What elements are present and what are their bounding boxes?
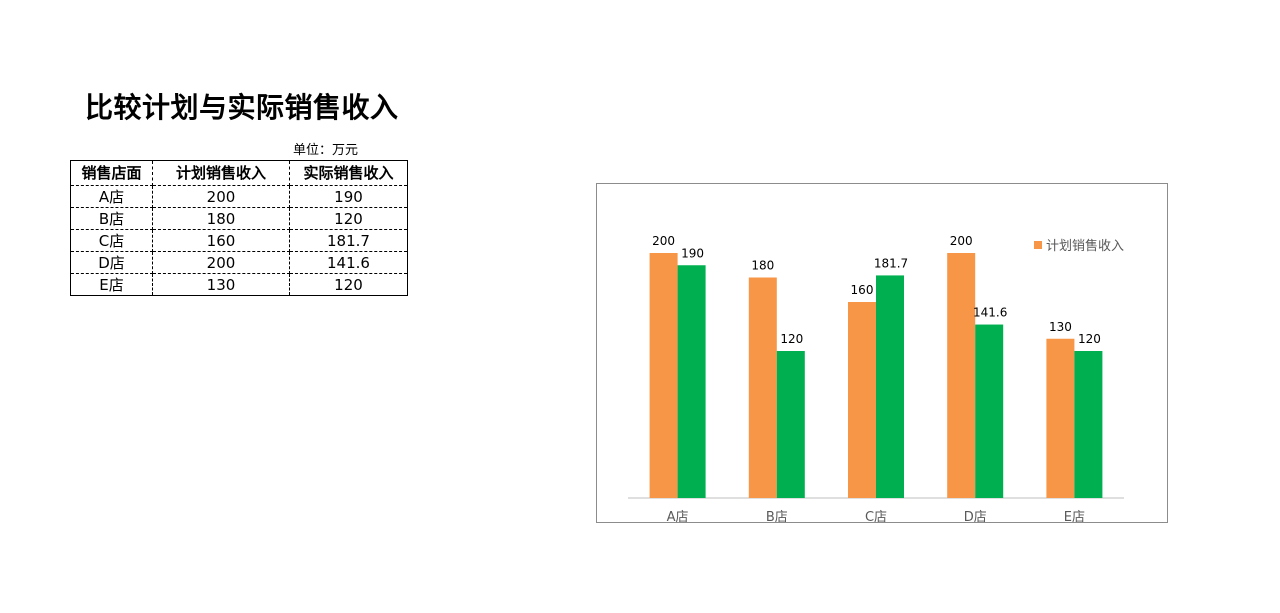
x-tick-label: B店 [766, 510, 788, 524]
table-row: D店 200 141.6 [70, 251, 408, 274]
table-cell-actual: 120 [289, 273, 408, 296]
table-cell-planned: 200 [152, 251, 290, 274]
x-tick-label: A店 [667, 510, 689, 524]
table-cell-actual: 141.6 [289, 251, 408, 274]
table-header-planned: 计划销售收入 [152, 160, 290, 186]
data-label: 200 [652, 234, 675, 248]
table-cell-planned: 160 [152, 229, 290, 252]
legend-label: 计划销售收入 [1046, 239, 1125, 254]
bar-planned [1046, 338, 1075, 498]
bar-planned [848, 302, 876, 498]
data-label: 180 [751, 259, 774, 273]
data-label: 130 [1049, 320, 1072, 334]
table-cell-store: C店 [70, 229, 153, 252]
table-header-actual: 实际销售收入 [289, 160, 408, 186]
bar-planned [947, 253, 976, 498]
data-label: 120 [780, 332, 803, 346]
bar-actual [677, 265, 706, 498]
table-header-store: 销售店面 [70, 160, 153, 186]
bar-planned [748, 277, 777, 498]
table-cell-planned: 200 [152, 185, 290, 208]
data-label: 141.6 [973, 306, 1007, 320]
chart-legend: 计划销售收入 [1034, 235, 1124, 254]
table-row: A店 200 190 [70, 185, 408, 208]
table-cell-actual: 120 [289, 207, 408, 230]
data-label: 160 [851, 283, 874, 297]
data-label: 200 [950, 234, 973, 248]
data-label: 190 [681, 246, 704, 260]
x-tick-label: C店 [865, 510, 887, 524]
data-label: 181.7 [874, 256, 908, 270]
table-header-row: 销售店面 计划销售收入 实际销售收入 [70, 160, 408, 186]
legend-swatch [1034, 240, 1042, 249]
bar-actual [1074, 351, 1103, 498]
sales-table: 销售店面 计划销售收入 实际销售收入 A店 200 190 B店 180 120… [70, 160, 408, 296]
data-label: 120 [1078, 332, 1101, 346]
bar-actual [776, 351, 805, 498]
table-cell-planned: 180 [152, 207, 290, 230]
page-title: 比较计划与实际销售收入 [85, 91, 399, 124]
table-cell-store: E店 [70, 273, 153, 296]
chart-area: 200 190 A店 180 120 B店 160 181.7 C店 200 141.6 D店 130 1… [596, 183, 1168, 524]
table-row: C店 160 181.7 [70, 229, 408, 252]
bar-planned [649, 253, 678, 498]
table-row: B店 180 120 [70, 207, 408, 230]
table-cell-store: B店 [70, 207, 153, 230]
table-row: E店 130 120 [70, 273, 408, 296]
table-cell-actual: 190 [289, 185, 408, 208]
unit-label: 单位：万元 [293, 143, 359, 158]
table-cell-actual: 181.7 [289, 229, 408, 252]
bar-actual [876, 275, 904, 498]
bar-actual [975, 324, 1004, 498]
table-cell-store: A店 [70, 185, 153, 208]
x-tick-label: D店 [964, 510, 987, 524]
x-tick-label: E店 [1064, 510, 1085, 524]
table-cell-planned: 130 [152, 273, 290, 296]
table-cell-store: D店 [70, 251, 153, 274]
